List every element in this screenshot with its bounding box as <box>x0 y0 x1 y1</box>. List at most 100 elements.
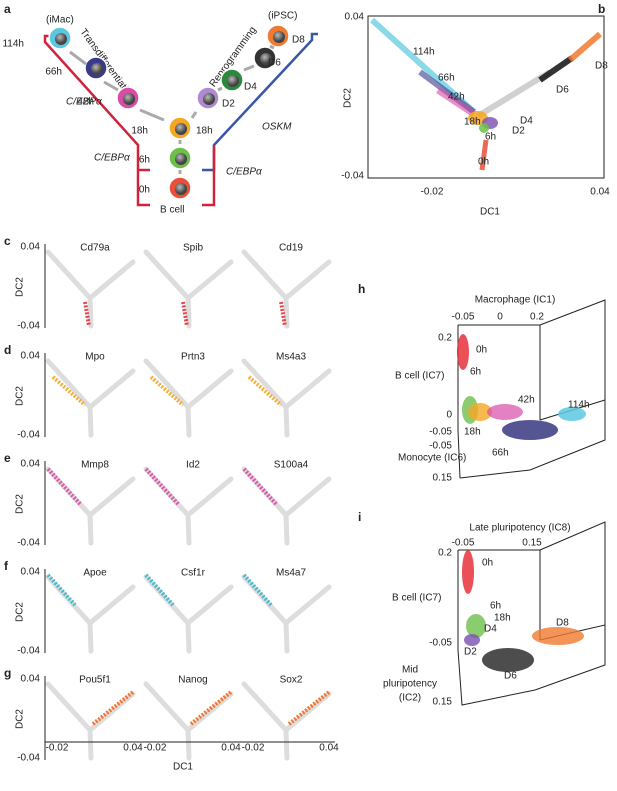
axis-label: DC2 <box>15 277 26 297</box>
tick-label: 0.2 <box>438 333 452 344</box>
tick-label: -0.05 <box>429 638 452 649</box>
cloud <box>45 466 136 546</box>
point-label: 6h <box>490 601 501 612</box>
bracket <box>202 145 216 207</box>
gene-label: Id2 <box>186 460 200 471</box>
stage-label: 114h <box>2 39 24 50</box>
highlight <box>181 301 189 327</box>
cloud <box>45 358 136 438</box>
cloud <box>143 466 234 546</box>
cloud <box>479 123 489 133</box>
point-label: D4 <box>484 624 497 635</box>
stage-label: 6h <box>139 155 150 166</box>
cloud <box>568 31 602 63</box>
point-label: D6 <box>556 85 569 96</box>
axis-label: DC1 <box>480 207 500 218</box>
stage-label: 42h <box>77 97 94 108</box>
cloud <box>502 420 558 440</box>
tick-label: 0.04 <box>123 743 143 754</box>
label: (iMac) <box>46 15 74 26</box>
stage-label: D6 <box>268 58 281 69</box>
arrow <box>269 44 275 50</box>
cloud <box>532 627 584 645</box>
tick-label: 0.2 <box>530 312 544 323</box>
gene-label: Prtn3 <box>181 352 205 363</box>
point-label: D4 <box>520 116 533 127</box>
tick-label: 0.04 <box>319 743 339 754</box>
cloud <box>45 249 136 329</box>
bracket <box>202 32 318 172</box>
factor: C/EBPα <box>226 167 262 178</box>
panel-i: i Late pluripotency (IC8) -0.05 0.15 0.2… <box>358 510 606 708</box>
cloud <box>457 334 469 370</box>
cloud <box>241 358 332 438</box>
point-label: 66h <box>438 73 455 84</box>
tick-label: -0.04 <box>17 753 40 764</box>
gene-label: Csf1r <box>181 568 206 579</box>
axis-label: B cell (IC7) <box>392 593 441 604</box>
stage-label: 18h <box>196 126 213 137</box>
cloud <box>45 681 136 761</box>
nucleus <box>175 123 187 135</box>
point-label: 114h <box>413 47 435 58</box>
point-label: D8 <box>595 61 608 72</box>
axis-label: Monocyte (IC6) <box>398 453 466 464</box>
cloud <box>479 139 489 171</box>
tick-label: 0.04 <box>345 12 365 23</box>
panel-a: a (iMac) (iPSC) Transdifferentiation Rep… <box>2 2 318 216</box>
point-label: D6 <box>504 671 517 682</box>
point-label: 0h <box>482 558 493 569</box>
nucleus <box>175 153 187 165</box>
cloud <box>143 358 234 438</box>
cloud <box>241 466 332 546</box>
label: B cell <box>160 205 184 216</box>
stage-label: 18h <box>131 126 148 137</box>
point-label: D2 <box>512 126 525 137</box>
nucleus <box>91 63 103 75</box>
highlight <box>247 375 283 407</box>
point-label: 18h <box>494 613 511 624</box>
tick-label: 0.04 <box>21 674 41 685</box>
factor: C/EBPα <box>94 153 130 164</box>
axis-label: pluripotency <box>383 679 437 690</box>
nucleus <box>175 183 187 195</box>
cloud <box>466 614 486 638</box>
panel-b: b 0.04 -0.04 -0.02 0.04 DC1 DC2 114h 66h 4… <box>341 2 610 217</box>
tick-label: 0.04 <box>590 187 610 198</box>
box-frame <box>457 299 606 479</box>
tick-label: -0.05 <box>429 441 452 452</box>
nucleus <box>55 33 67 45</box>
point-label: 6h <box>485 132 496 143</box>
point-label: 6h <box>470 367 481 378</box>
tick-label: -0.02 <box>421 187 444 198</box>
panel-letter: g <box>4 666 11 680</box>
cloud <box>487 404 523 420</box>
cloud <box>464 634 480 646</box>
label: (iPSC) <box>268 11 297 22</box>
point-label: 114h <box>568 400 590 411</box>
tick-label: -0.04 <box>341 171 364 182</box>
point-label: 0h <box>476 345 487 356</box>
panel-letter: b <box>598 2 605 16</box>
tick-label: 0.04 <box>21 351 41 362</box>
panel-letter: c <box>4 234 11 248</box>
panel-letter: f <box>4 559 9 573</box>
cloud <box>482 648 534 672</box>
plot-frame <box>367 15 605 179</box>
tick-label: 0.15 <box>522 538 542 549</box>
tick-label: -0.04 <box>17 430 40 441</box>
tick-label: 0.2 <box>438 548 452 559</box>
axis-label: DC2 <box>343 88 354 108</box>
axis-label: Late pluripotency (IC8) <box>469 523 570 534</box>
panel-letter: i <box>358 510 361 524</box>
axis-label: DC2 <box>15 386 26 406</box>
panel-letter: a <box>4 2 11 16</box>
cells: 114h 66h 42h 18h 18h 6h 0h D2 D4 D6 D8 <box>2 24 305 200</box>
nucleus <box>203 93 215 105</box>
arrow <box>69 50 87 66</box>
point-label: D8 <box>556 618 569 629</box>
gene-label: Apoe <box>83 568 107 579</box>
point-label: 66h <box>492 448 509 459</box>
highlight <box>83 301 91 327</box>
